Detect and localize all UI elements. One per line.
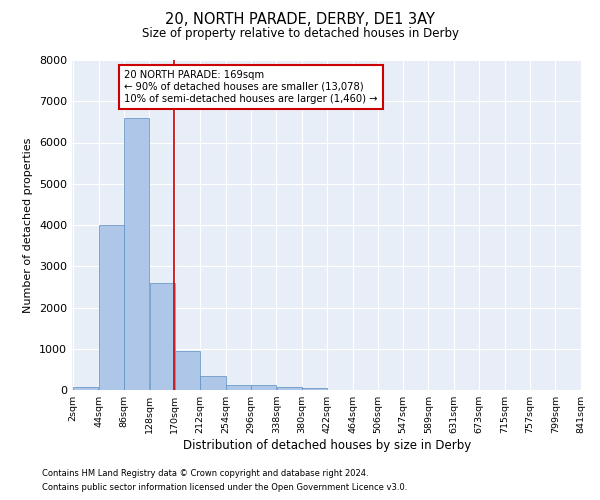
Text: Contains HM Land Registry data © Crown copyright and database right 2024.: Contains HM Land Registry data © Crown c… bbox=[42, 468, 368, 477]
Bar bbox=[124, 118, 149, 390]
Bar bbox=[277, 387, 302, 390]
Y-axis label: Number of detached properties: Number of detached properties bbox=[23, 138, 34, 312]
Text: 20 NORTH PARADE: 169sqm
← 90% of detached houses are smaller (13,078)
10% of sem: 20 NORTH PARADE: 169sqm ← 90% of detache… bbox=[124, 70, 377, 104]
Bar bbox=[175, 351, 200, 390]
Bar bbox=[302, 388, 327, 390]
Text: Contains public sector information licensed under the Open Government Licence v3: Contains public sector information licen… bbox=[42, 484, 407, 492]
Text: Size of property relative to detached houses in Derby: Size of property relative to detached ho… bbox=[142, 28, 458, 40]
X-axis label: Distribution of detached houses by size in Derby: Distribution of detached houses by size … bbox=[183, 439, 471, 452]
Bar bbox=[149, 283, 175, 390]
Bar bbox=[226, 384, 251, 390]
Bar bbox=[200, 376, 226, 390]
Text: 20, NORTH PARADE, DERBY, DE1 3AY: 20, NORTH PARADE, DERBY, DE1 3AY bbox=[165, 12, 435, 28]
Bar bbox=[99, 225, 124, 390]
Bar bbox=[73, 387, 98, 390]
Bar bbox=[251, 385, 277, 390]
